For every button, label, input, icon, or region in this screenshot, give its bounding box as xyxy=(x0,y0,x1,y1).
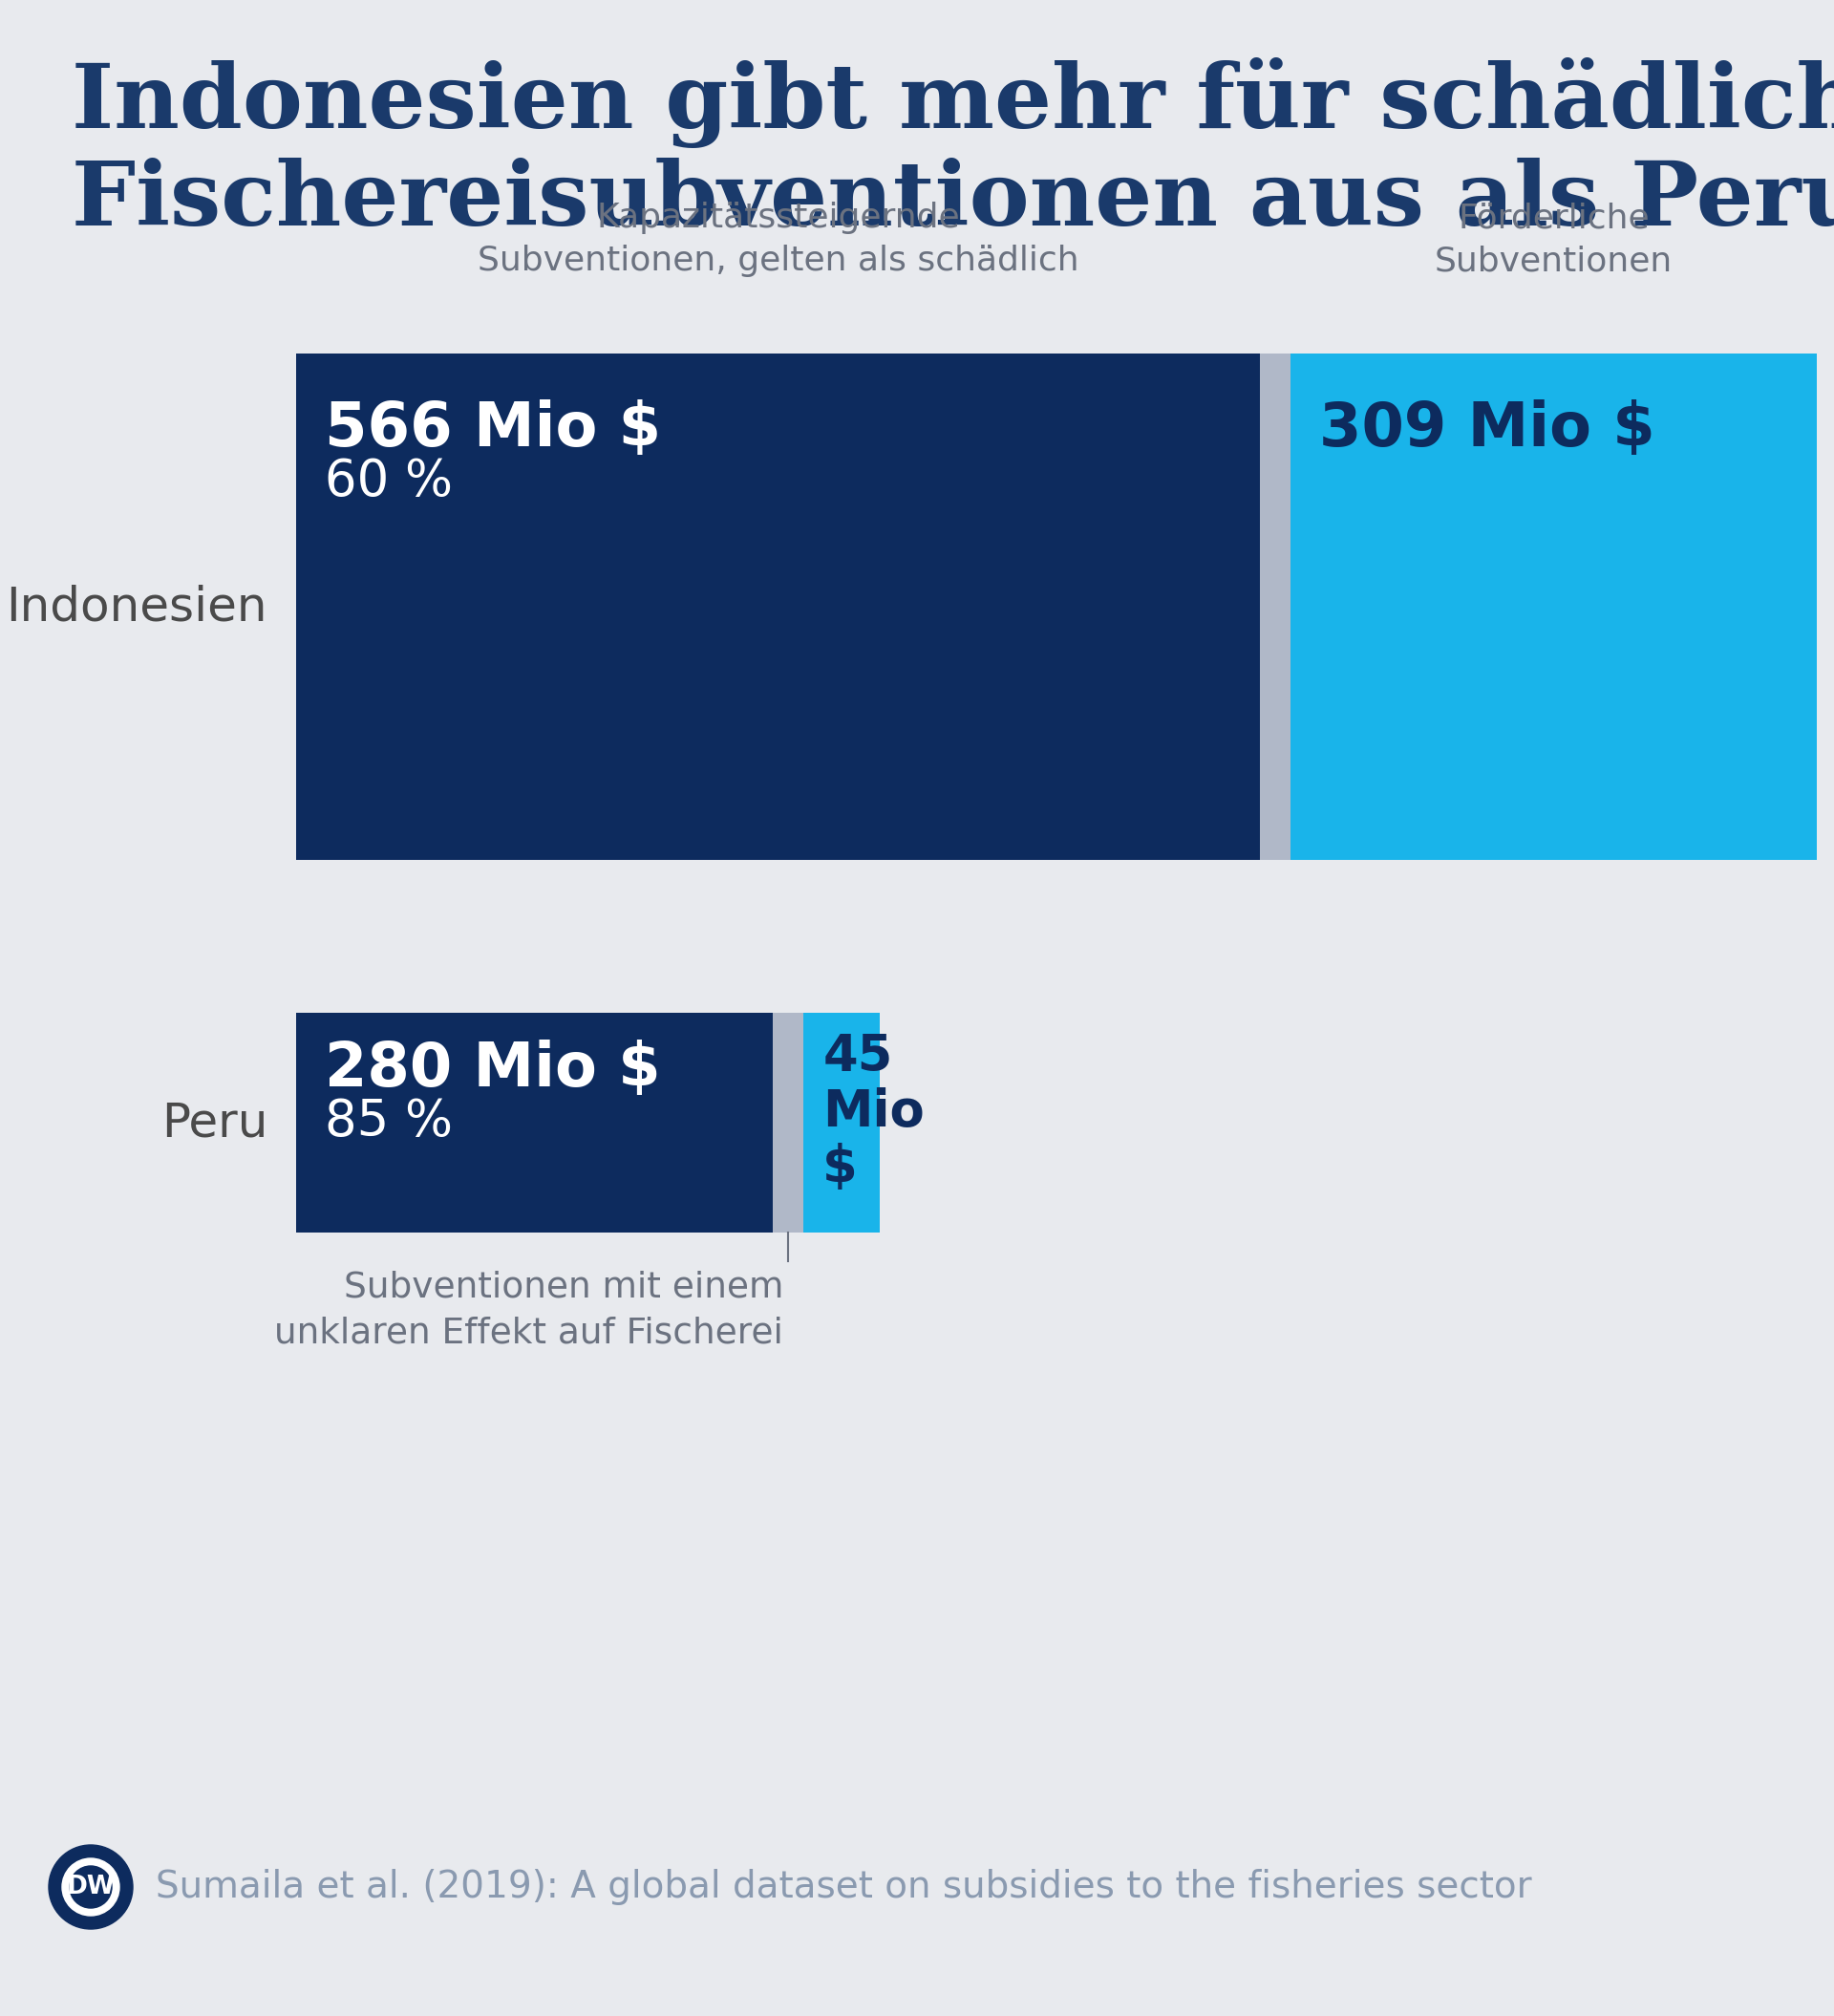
Bar xyxy=(1291,353,1817,861)
Text: Kapazitätssteigernde
Subventionen, gelten als schädlich: Kapazitätssteigernde Subventionen, gelte… xyxy=(477,202,1078,276)
Text: Indonesien gibt mehr für schädliche: Indonesien gibt mehr für schädliche xyxy=(72,56,1834,147)
Bar xyxy=(803,1012,880,1232)
Text: Peru: Peru xyxy=(161,1099,268,1145)
Circle shape xyxy=(50,1845,132,1929)
Text: 85 %: 85 % xyxy=(325,1097,453,1147)
Bar xyxy=(295,353,1260,861)
Text: Förderliche
Subventionen: Förderliche Subventionen xyxy=(1434,202,1673,276)
Bar xyxy=(772,1012,803,1232)
Circle shape xyxy=(62,1859,119,1915)
Text: 309 Mio $: 309 Mio $ xyxy=(1319,399,1656,458)
Circle shape xyxy=(70,1867,112,1907)
Text: Subventionen mit einem
unklaren Effekt auf Fischerei: Subventionen mit einem unklaren Effekt a… xyxy=(275,1270,783,1351)
Text: 60 %: 60 % xyxy=(325,458,453,506)
Text: 280 Mio $: 280 Mio $ xyxy=(325,1040,660,1099)
Text: Fischereisubventionen aus als Peru: Fischereisubventionen aus als Peru xyxy=(72,157,1834,244)
Bar xyxy=(295,1012,772,1232)
Text: Indonesien: Indonesien xyxy=(6,585,268,629)
Text: DW: DW xyxy=(66,1875,116,1899)
Text: 566 Mio $: 566 Mio $ xyxy=(325,399,660,458)
Text: Sumaila et al. (2019): A global dataset on subsidies to the fisheries sector: Sumaila et al. (2019): A global dataset … xyxy=(156,1869,1531,1905)
Bar xyxy=(1260,353,1291,861)
Text: 45
Mio
$: 45 Mio $ xyxy=(823,1032,924,1193)
